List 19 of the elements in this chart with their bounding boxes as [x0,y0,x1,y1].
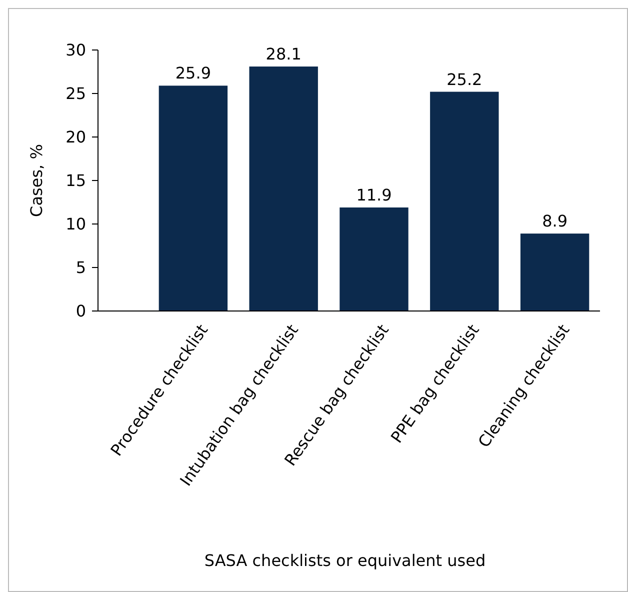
x-axis-title: SASA checklists or equivalent used [204,551,486,570]
data-label: 11.9 [356,185,392,204]
y-tick-label: 20 [66,128,86,147]
y-tick-label: 25 [66,84,86,104]
data-label: 25.2 [446,70,482,89]
y-tick-label: 0 [76,302,86,321]
bar [340,207,408,311]
bar [520,234,590,311]
bar [430,92,499,311]
bar [158,86,228,311]
data-label: 25.9 [175,64,212,83]
y-axis-title: Cases, % [27,144,46,217]
bar [249,66,318,311]
data-label: 28.1 [266,44,302,64]
data-label: 8.9 [542,212,568,231]
y-tick-label: 5 [76,258,86,278]
y-tick-label: 30 [66,40,86,60]
y-tick-label: 15 [66,171,86,190]
y-tick-label: 10 [66,214,86,234]
